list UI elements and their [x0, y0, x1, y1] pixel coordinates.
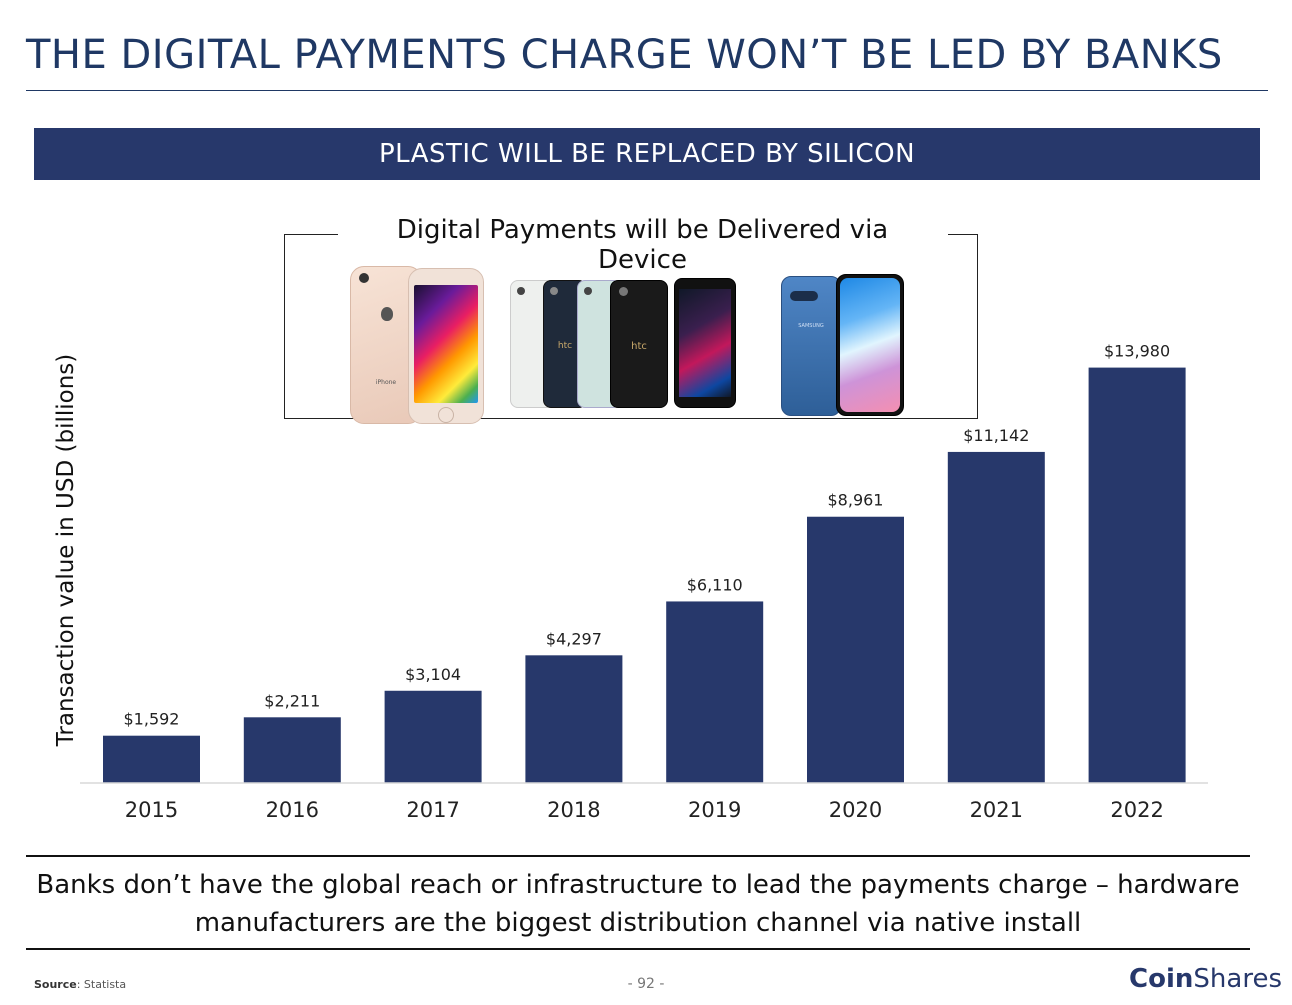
source-value: : Statista	[76, 978, 127, 991]
footer-top-rule	[26, 855, 1250, 857]
section-banner: PLASTIC WILL BE REPLACED BY SILICON	[34, 128, 1260, 180]
value-label-2017: $3,104	[405, 665, 461, 684]
htc-logo-main: htc	[631, 341, 647, 352]
title-divider	[26, 90, 1268, 91]
footer-bottom-rule	[26, 948, 1250, 950]
bar-2018	[525, 655, 623, 783]
x-tick-label-2020: 2020	[829, 798, 882, 822]
bar-2015	[103, 735, 200, 783]
coinshares-logo: CoinShares	[1129, 964, 1282, 994]
footer-message: Banks don’t have the global reach or inf…	[36, 870, 1240, 938]
bar-2021	[947, 451, 1045, 783]
source-note: Source: Statista	[34, 978, 126, 991]
x-tick-label-2016: 2016	[266, 798, 319, 822]
page-number: - 92 -	[627, 976, 665, 992]
logo-coin: Coin	[1129, 964, 1194, 994]
device-frame-title: Digital Payments will be Delivered via D…	[350, 215, 935, 275]
source-label: Source	[34, 978, 77, 991]
bar-2017	[384, 690, 482, 783]
bar-2020	[807, 516, 904, 783]
bar-2022	[1088, 367, 1186, 783]
x-tick-label-2015: 2015	[125, 798, 178, 822]
x-tick-label-2018: 2018	[547, 798, 600, 822]
samsung-logo: SAMSUNG	[798, 323, 824, 329]
bar-2016	[243, 717, 341, 783]
htc-logo: htc	[557, 341, 573, 351]
value-label-2020: $8,961	[828, 491, 884, 510]
logo-shares: Shares	[1193, 964, 1282, 994]
bar-2019	[666, 601, 764, 783]
bars-group: $1,592 2015 $2,211 2016 $3,104 2017 $4,297 2018…	[103, 342, 1186, 822]
value-label-2015: $1,592	[124, 710, 180, 729]
value-label-2019: $6,110	[687, 575, 743, 594]
x-tick-label-2022: 2022	[1110, 798, 1163, 822]
device-frame	[284, 234, 978, 419]
value-label-2016: $2,211	[264, 691, 320, 710]
value-label-2021: $11,142	[963, 426, 1029, 445]
x-tick-label-2017: 2017	[406, 798, 459, 822]
x-tick-label-2019: 2019	[688, 798, 741, 822]
value-label-2018: $4,297	[546, 629, 602, 648]
x-tick-label-2021: 2021	[970, 798, 1023, 822]
page-title: THE DIGITAL PAYMENTS CHARGE WON’T BE LED…	[26, 32, 1223, 78]
iphone-label: iPhone	[375, 379, 397, 386]
value-label-2022: $13,980	[1104, 342, 1170, 361]
